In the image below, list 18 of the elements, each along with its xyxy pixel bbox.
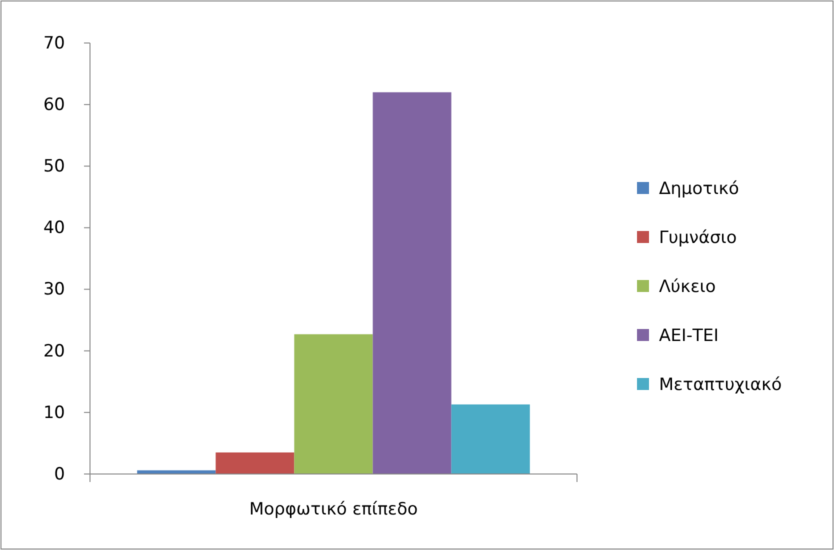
bar	[216, 452, 294, 474]
y-tick-label: 70	[43, 33, 65, 54]
y-tick-label: 60	[43, 95, 65, 116]
y-tick-label: 20	[43, 341, 65, 362]
y-tick-label: 50	[43, 156, 65, 177]
bar	[451, 404, 530, 474]
legend-label: Μεταπτυχιακό	[659, 374, 782, 395]
bar	[372, 92, 452, 474]
x-tick-label: Μορφωτικό επίπεδο	[249, 499, 418, 520]
bar	[294, 334, 373, 474]
y-tick-label: 0	[54, 464, 65, 484]
legend-label: Δημοτικό	[659, 178, 740, 199]
y-tick-label: 30	[43, 280, 65, 300]
y-tick-label: 10	[43, 402, 65, 423]
y-tick-label: 40	[43, 218, 65, 238]
legend-label: Γυμνάσιο	[659, 228, 737, 248]
legend-label: Λύκειο	[659, 276, 716, 297]
legend-label: ΑΕΙ-ΤΕΙ	[659, 326, 719, 346]
